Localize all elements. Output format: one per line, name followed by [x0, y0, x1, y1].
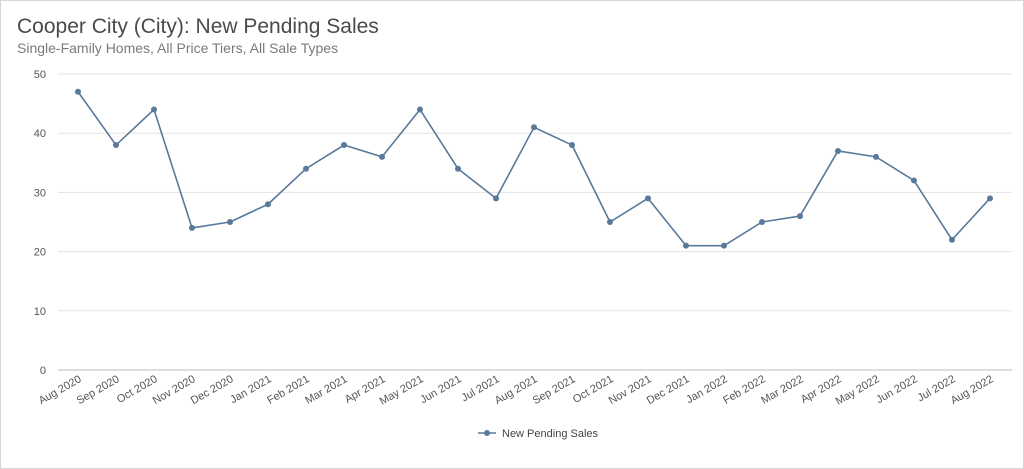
y-tick-label: 40 [34, 128, 46, 140]
plot-area [75, 88, 993, 249]
x-tick-label: Jan 2022 [684, 373, 729, 406]
y-tick-label: 30 [34, 187, 46, 199]
grid-lines [58, 73, 1012, 371]
data-point[interactable] [987, 195, 993, 202]
x-tick-label: Mar 2022 [759, 373, 805, 407]
y-tick-label: 20 [34, 247, 46, 259]
y-axis: 0 10 20 30 40 50 [34, 69, 46, 377]
x-tick-label: Nov 2021 [607, 373, 654, 407]
chart-title: Cooper City (City): New Pending Sales [17, 15, 379, 38]
data-point[interactable] [607, 219, 613, 225]
x-tick-label: Dec 2021 [645, 373, 692, 407]
x-tick-label: Aug 2022 [949, 373, 996, 407]
data-point[interactable] [531, 124, 537, 131]
data-point[interactable] [569, 142, 575, 149]
data-point[interactable] [645, 195, 651, 202]
data-point[interactable] [341, 142, 347, 149]
data-point[interactable] [151, 106, 157, 113]
legend: New Pending Sales [478, 428, 599, 440]
x-tick-label: Aug 2020 [37, 373, 84, 407]
data-point[interactable] [189, 224, 195, 231]
data-point[interactable] [835, 147, 841, 154]
x-tick-label: May 2021 [378, 373, 426, 408]
chart-subtitle: Single-Family Homes, All Price Tiers, Al… [17, 40, 339, 56]
x-tick-label: Nov 2020 [151, 373, 198, 407]
x-tick-label: Jun 2022 [874, 373, 919, 406]
series-line [77, 91, 991, 247]
x-tick-label: Sep 2020 [75, 373, 122, 407]
x-tick-label: Aug 2021 [493, 373, 540, 407]
data-point[interactable] [303, 165, 309, 172]
legend-marker [484, 430, 490, 436]
x-tick-label: Jan 2021 [228, 373, 273, 406]
legend-label[interactable]: New Pending Sales [502, 428, 599, 440]
data-point[interactable] [75, 88, 81, 95]
data-point[interactable] [759, 219, 765, 225]
data-point[interactable] [873, 153, 879, 160]
x-tick-label: Mar 2021 [303, 373, 349, 407]
x-tick-label: Sep 2021 [531, 373, 578, 407]
data-point[interactable] [797, 213, 803, 220]
x-tick-label: Feb 2021 [265, 373, 311, 407]
y-tick-label: 50 [34, 69, 46, 81]
data-point[interactable] [455, 165, 461, 172]
x-tick-label: Jun 2021 [418, 373, 463, 406]
x-tick-label: Dec 2020 [189, 373, 236, 407]
data-point[interactable] [379, 153, 385, 160]
x-tick-label: Feb 2022 [721, 373, 767, 407]
data-point[interactable] [265, 201, 271, 208]
data-point[interactable] [113, 142, 119, 149]
data-point[interactable] [493, 195, 499, 202]
x-tick-label: May 2022 [834, 373, 882, 408]
y-tick-label: 10 [34, 306, 46, 318]
data-point[interactable] [949, 236, 955, 243]
data-point[interactable] [911, 177, 917, 184]
data-point[interactable] [721, 242, 727, 249]
data-point[interactable] [683, 242, 689, 249]
y-tick-label: 0 [40, 365, 46, 377]
data-point[interactable] [227, 219, 233, 225]
data-point[interactable] [417, 106, 423, 113]
